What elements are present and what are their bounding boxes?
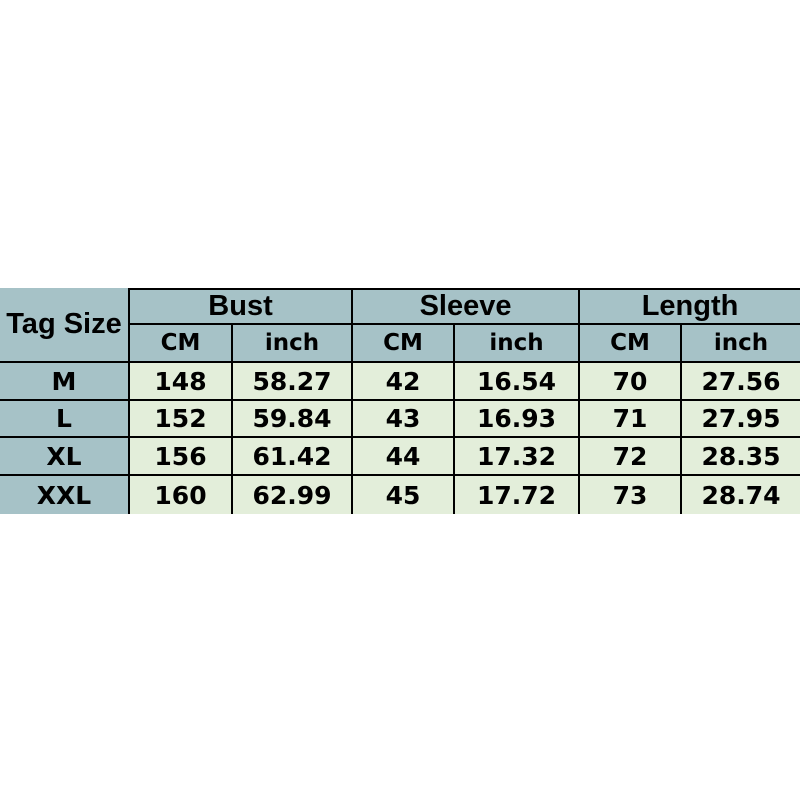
cell-xl-length-inch: 28.35 (682, 438, 800, 476)
group-header-bust: Bust (130, 288, 354, 325)
cell-xl-bust-inch: 61.42 (233, 438, 354, 476)
cell-l-sleeve-cm: 43 (353, 401, 456, 438)
size-chart: Tag Size Bust Sleeve Length CM inch CM i… (0, 288, 800, 514)
size-label-xxl: XXL (0, 476, 130, 514)
cell-xl-bust-cm: 156 (130, 438, 233, 476)
table-row-xxl: XXL 160 62.99 45 17.72 73 28.74 (0, 476, 800, 514)
cell-m-sleeve-inch: 16.54 (455, 363, 581, 401)
corner-header-tag-size: Tag Size (0, 288, 130, 363)
cell-m-length-cm: 70 (580, 363, 683, 401)
cell-l-sleeve-inch: 16.93 (455, 401, 581, 438)
size-label-l: L (0, 401, 130, 438)
table-row-m: M 148 58.27 42 16.54 70 27.56 (0, 363, 800, 401)
cell-m-sleeve-cm: 42 (353, 363, 456, 401)
cell-xxl-bust-inch: 62.99 (233, 476, 354, 514)
size-label-m: M (0, 363, 130, 401)
cell-xxl-length-inch: 28.74 (682, 476, 800, 514)
unit-header-bust-inch: inch (233, 325, 354, 363)
cell-xxl-sleeve-cm: 45 (353, 476, 456, 514)
cell-xl-sleeve-cm: 44 (353, 438, 456, 476)
unit-header-sleeve-inch: inch (455, 325, 581, 363)
cell-l-bust-cm: 152 (130, 401, 233, 438)
cell-l-bust-inch: 59.84 (233, 401, 354, 438)
size-chart-table: Tag Size Bust Sleeve Length CM inch CM i… (0, 288, 800, 514)
cell-m-bust-inch: 58.27 (233, 363, 354, 401)
unit-header-sleeve-cm: CM (353, 325, 456, 363)
group-header-sleeve: Sleeve (353, 288, 581, 325)
group-header-length: Length (580, 288, 800, 325)
cell-xxl-length-cm: 73 (580, 476, 683, 514)
cell-xxl-sleeve-inch: 17.72 (455, 476, 581, 514)
table-row-xl: XL 156 61.42 44 17.32 72 28.35 (0, 438, 800, 476)
cell-m-bust-cm: 148 (130, 363, 233, 401)
cell-m-length-inch: 27.56 (682, 363, 800, 401)
unit-header-length-inch: inch (682, 325, 800, 363)
cell-xl-sleeve-inch: 17.32 (455, 438, 581, 476)
cell-xxl-bust-cm: 160 (130, 476, 233, 514)
unit-header-bust-cm: CM (130, 325, 233, 363)
size-label-xl: XL (0, 438, 130, 476)
table-row-l: L 152 59.84 43 16.93 71 27.95 (0, 401, 800, 438)
unit-header-length-cm: CM (580, 325, 683, 363)
cell-l-length-cm: 71 (580, 401, 683, 438)
cell-l-length-inch: 27.95 (682, 401, 800, 438)
cell-xl-length-cm: 72 (580, 438, 683, 476)
